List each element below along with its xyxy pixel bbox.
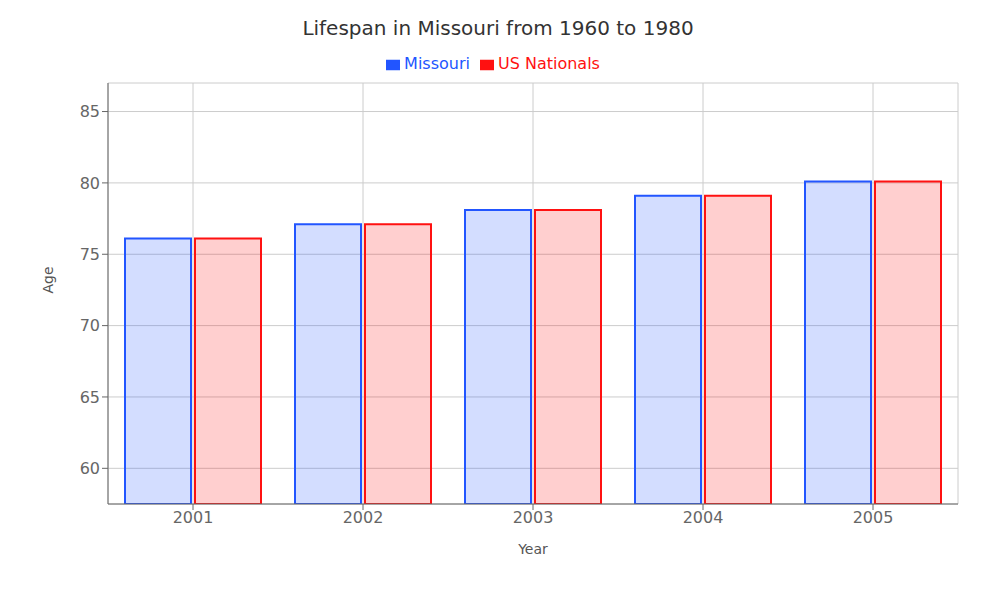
svg-text:60: 60 bbox=[80, 459, 100, 478]
svg-text:85: 85 bbox=[80, 102, 100, 121]
html-text:US Nationals: US Nationals bbox=[498, 54, 600, 73]
svg-text:Age: Age bbox=[40, 266, 56, 293]
svg-text:Year: Year bbox=[517, 541, 548, 557]
svg-text:70: 70 bbox=[80, 316, 100, 335]
html-text:Lifespan in Missouri from 1960: Lifespan in Missouri from 1960 to 1980 bbox=[302, 16, 694, 40]
svg-text:2003: 2003 bbox=[513, 508, 554, 527]
svg-text:2004: 2004 bbox=[683, 508, 724, 527]
svg-text:2005: 2005 bbox=[853, 508, 894, 527]
svg-text:75: 75 bbox=[80, 245, 100, 264]
svg-text:2001: 2001 bbox=[173, 508, 214, 527]
html-text:Missouri: Missouri bbox=[404, 54, 470, 73]
svg-text:80: 80 bbox=[80, 174, 100, 193]
svg-text:2002: 2002 bbox=[343, 508, 384, 527]
svg-text:65: 65 bbox=[80, 388, 100, 407]
